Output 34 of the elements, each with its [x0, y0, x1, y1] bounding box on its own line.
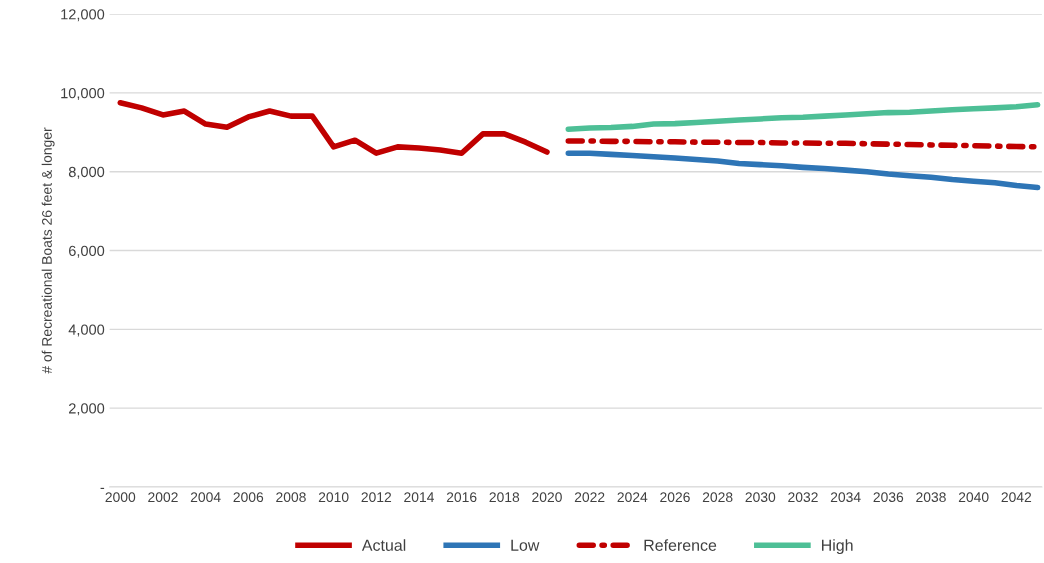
- x-tick-label: 2028: [702, 492, 733, 503]
- y-tick-label: 6,000: [69, 245, 105, 258]
- y-tick-label: 2,000: [69, 403, 105, 416]
- y-tick-label: 4,000: [68, 324, 105, 337]
- x-tick-label: 2034: [830, 492, 861, 503]
- x-tick-label: 2024: [617, 492, 648, 503]
- x-tick-label: 2040: [958, 492, 989, 503]
- y-tick-label: 8,000: [68, 166, 105, 179]
- x-tick-label: 2020: [532, 492, 562, 503]
- x-tick-label: 2002: [148, 492, 178, 503]
- y-tick-label: 10,000: [61, 88, 105, 101]
- x-tick-label: 2038: [916, 492, 946, 503]
- x-tick-label: 2036: [873, 492, 904, 503]
- x-tick-label: 2000: [105, 492, 136, 503]
- y-tick-label: -: [100, 487, 105, 489]
- x-tick-label: 2026: [660, 492, 690, 503]
- x-tick-label: 2016: [446, 492, 477, 503]
- legend-label: Low: [511, 539, 540, 551]
- y-axis-title: # of Recreational Boats 26 feet & longer: [41, 127, 55, 374]
- x-tick-label: 2014: [404, 492, 435, 503]
- legend-label: Reference: [644, 539, 717, 551]
- legend-label: Actual: [361, 539, 406, 551]
- x-tick-label: 2010: [318, 492, 349, 503]
- legend-label: High: [822, 539, 853, 555]
- x-tick-label: 2012: [361, 492, 392, 503]
- x-tick-label: 2006: [233, 492, 264, 503]
- x-tick-label: 2008: [276, 492, 306, 503]
- x-tick-label: 2022: [574, 492, 605, 503]
- x-tick-label: 2042: [1001, 492, 1032, 503]
- x-tick-label: 2004: [190, 492, 221, 503]
- x-tick-label: 2018: [489, 492, 520, 503]
- x-tick-label: 2030: [745, 492, 776, 503]
- y-tick-label: 12,000: [61, 9, 105, 22]
- x-tick-label: 2032: [788, 492, 818, 503]
